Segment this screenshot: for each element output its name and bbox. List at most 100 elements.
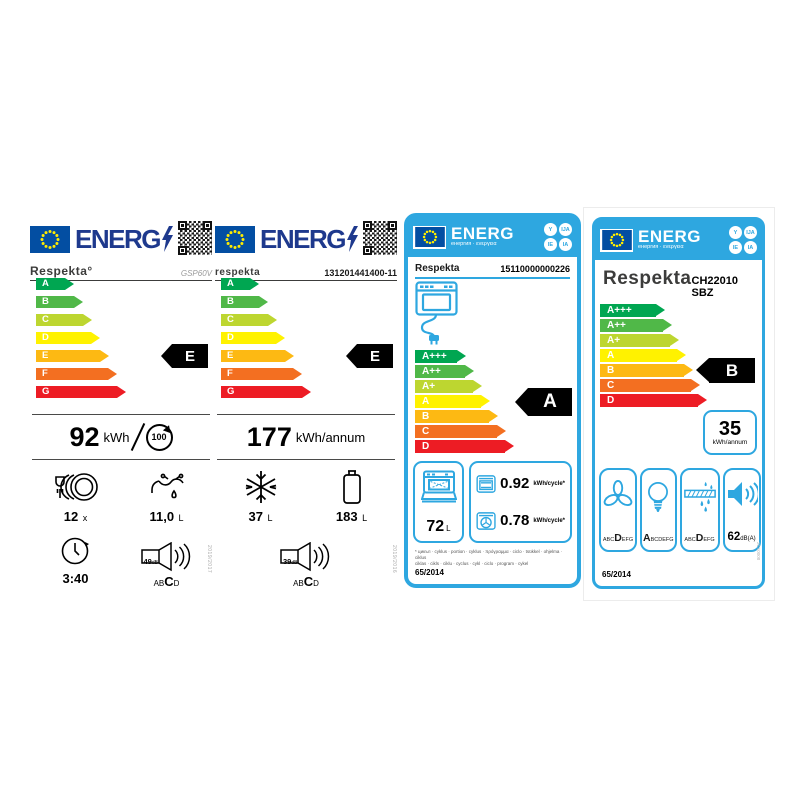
energ-logo-subtitle: енергия · ενεργεια bbox=[451, 241, 497, 247]
per-100-cycles-icon: 100 bbox=[145, 423, 173, 451]
energy-value: 35 bbox=[718, 417, 742, 440]
speaker-icon bbox=[727, 482, 758, 506]
brand-name: respekta bbox=[215, 267, 261, 278]
brand-row: Respekta 15110000000226 bbox=[415, 263, 570, 279]
noise-box: 62 dB(A) bbox=[722, 468, 761, 552]
scale-arrow-A+++: A+++ bbox=[415, 350, 466, 363]
conventional-cycle-unit: kWh/cycle* bbox=[533, 480, 565, 487]
language-badge: IA bbox=[559, 238, 572, 251]
frozen-volume-value: 37 L bbox=[248, 509, 273, 524]
fresh-volume-feature: 183 L bbox=[306, 464, 397, 526]
scale-arrow-B: B bbox=[36, 296, 83, 308]
brand-name: Respekta bbox=[603, 268, 692, 289]
rating-cursor: B bbox=[696, 358, 755, 383]
noise-db: 49dB bbox=[143, 557, 158, 566]
regulation-number: 65/2014 bbox=[602, 570, 631, 579]
qr-code bbox=[178, 221, 212, 255]
noise-value: 62 dB(A) bbox=[727, 530, 756, 543]
eu-flag-icon bbox=[215, 225, 255, 253]
model-number: 131201441400-11 bbox=[324, 268, 397, 278]
energ-logo-text: ENERG bbox=[638, 227, 701, 246]
duration-value: 3:40 bbox=[62, 571, 89, 586]
conventional-cycle-value: 0.92 bbox=[500, 475, 530, 492]
grease-filter-box: ABC D EFG bbox=[679, 468, 720, 552]
regulation-side-code: 2019/2016 bbox=[391, 544, 397, 573]
conventional-oven-icon bbox=[476, 474, 496, 493]
lightning-bolt-icon bbox=[346, 226, 359, 252]
qr-eye bbox=[203, 221, 212, 230]
model-number: 15110000000226 bbox=[500, 263, 570, 274]
brand-row: Respekta CH22010 SBZ bbox=[603, 268, 754, 299]
scale-arrow-A: A bbox=[221, 278, 259, 290]
noise-icon-group: 39dB bbox=[280, 541, 332, 572]
brand-row: respekta 131201441400-11 bbox=[215, 262, 397, 281]
scale-arrow-A: A bbox=[600, 349, 686, 362]
noise-class-scale: AB C D bbox=[293, 574, 319, 589]
energy-label-oven: ENERG енергия · ενεργεια Y IJA IE IA Res… bbox=[404, 213, 581, 588]
place-settings-icon bbox=[54, 473, 98, 501]
qr-eye bbox=[363, 246, 372, 255]
label-header: ENERG енергия · ενεργεια Y IJA IE IA bbox=[595, 220, 762, 260]
lightning-bolt-icon bbox=[161, 226, 174, 252]
model-number: GSP60V bbox=[180, 269, 212, 278]
energ-logo-block: ENERG енергия · ενεργεια bbox=[451, 224, 514, 248]
regulation-number: 65/2014 bbox=[415, 568, 444, 577]
scale-arrow-C: C bbox=[221, 314, 277, 326]
scale-arrow-G: G bbox=[221, 386, 311, 398]
scale-arrow-G: G bbox=[36, 386, 126, 398]
brand-row: Respekta° GSP60V bbox=[30, 262, 212, 281]
eu-flag-icon bbox=[413, 225, 446, 249]
noise-feature: 49dB AB C D bbox=[121, 530, 212, 588]
water-tap-icon bbox=[150, 473, 184, 499]
eu-flag-icon bbox=[30, 225, 70, 253]
duration-feature: 3:40 bbox=[30, 530, 121, 588]
qr-eye bbox=[363, 221, 372, 230]
scale-arrow-B: B bbox=[600, 364, 693, 377]
language-badge: Y bbox=[729, 226, 742, 239]
water-value: 11,0 L bbox=[149, 509, 184, 524]
energ-logo-subtitle: енергия · ενεργεια bbox=[638, 244, 684, 250]
footnote: * цикъл · cyklus · portion · cyklus · πρ… bbox=[415, 549, 563, 566]
energy-unit: kWh/annum bbox=[712, 438, 748, 446]
water-consumption-feature: 11,0 L bbox=[121, 464, 212, 526]
scale-arrow-D: D bbox=[221, 332, 285, 344]
noise-class-scale: AB C D bbox=[153, 574, 180, 589]
energy-unit: kWh/annum bbox=[295, 429, 366, 445]
divider bbox=[217, 459, 395, 460]
divider bbox=[217, 414, 395, 415]
rating-cursor: A bbox=[515, 387, 572, 416]
scale-arrow-B: B bbox=[221, 296, 268, 308]
scale-arrow-E: E bbox=[36, 350, 109, 362]
scale-arrow-D: D bbox=[415, 440, 514, 453]
energy-value: 177 bbox=[246, 421, 292, 452]
lightbulb-icon bbox=[648, 481, 669, 512]
model-number: CH22010 SBZ bbox=[691, 275, 738, 299]
fan-cycle-unit: kWh/cycle* bbox=[533, 517, 565, 524]
scale-arrow-A+: A+ bbox=[600, 334, 679, 347]
energy-consumption: 177 kWh/annum bbox=[215, 417, 397, 457]
feature-icons: 37 L 183 L 39dB AB C D bbox=[215, 464, 397, 591]
qr-eye bbox=[178, 246, 187, 255]
noise-icon-group: 49dB bbox=[140, 541, 193, 572]
eu-flag-icon bbox=[600, 228, 633, 252]
snowflake-icon bbox=[245, 471, 276, 503]
place-settings-value: 12 x bbox=[63, 509, 88, 524]
label-header: ENERG bbox=[30, 220, 212, 258]
scale-arrow-A+++: A+++ bbox=[600, 304, 665, 317]
scale-arrow-C: C bbox=[600, 379, 700, 392]
language-badge: Y bbox=[544, 223, 557, 236]
regulation-side-code: 2019/2017 bbox=[206, 544, 212, 573]
qr-eye bbox=[178, 221, 187, 230]
scale-arrow-C: C bbox=[415, 425, 506, 438]
frozen-volume-feature: 37 L bbox=[215, 464, 306, 526]
language-badge: IE bbox=[544, 238, 557, 251]
energ-logo-text: ENERG bbox=[451, 224, 514, 243]
language-badge: IA bbox=[744, 241, 757, 254]
rating-cursor: E bbox=[161, 344, 208, 368]
language-badges: Y IJA IE IA bbox=[729, 226, 757, 254]
scale-arrow-A++: A++ bbox=[600, 319, 672, 332]
speaker-icon bbox=[140, 541, 190, 572]
scale-arrow-A+: A+ bbox=[415, 380, 482, 393]
